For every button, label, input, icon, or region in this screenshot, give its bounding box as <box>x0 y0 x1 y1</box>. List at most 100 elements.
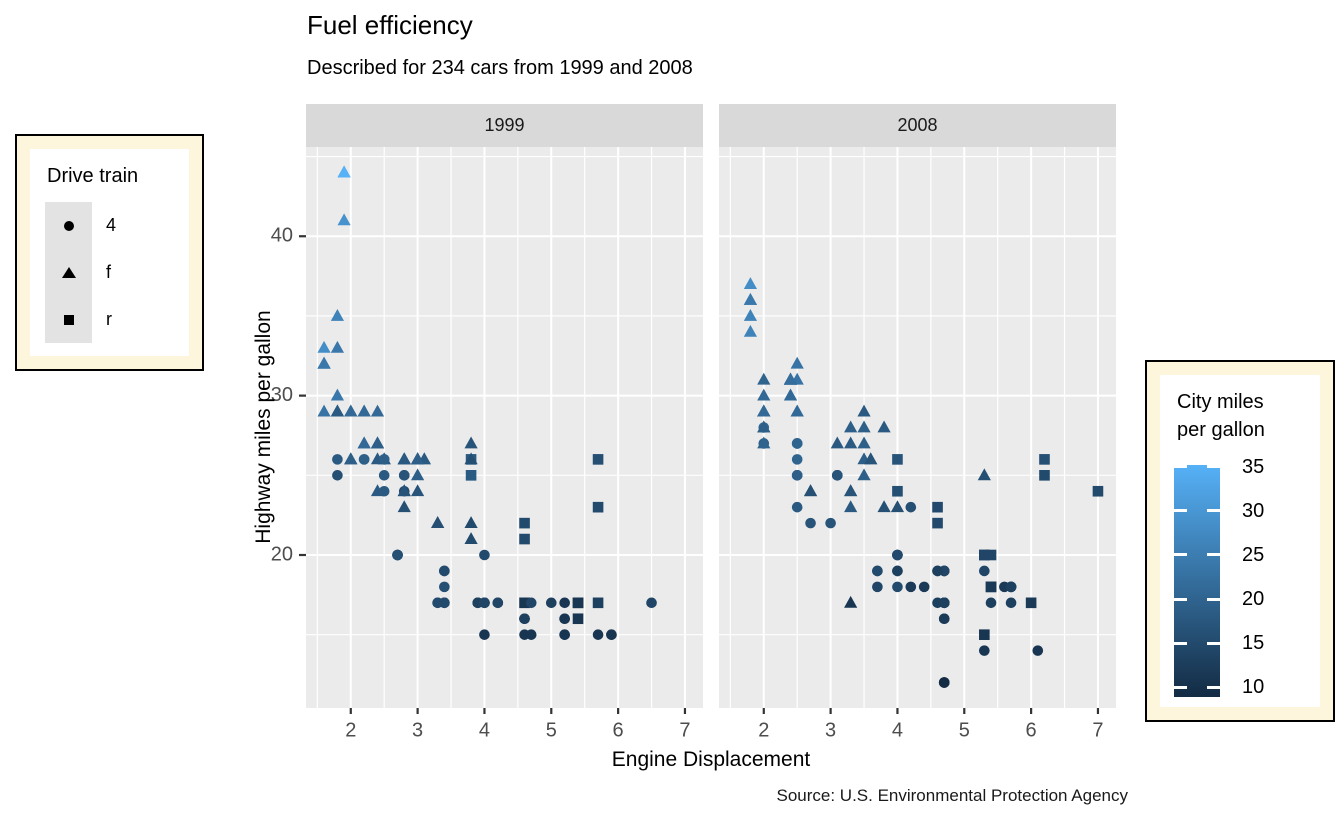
data-point <box>844 436 858 449</box>
data-point <box>439 581 450 593</box>
data-point <box>397 484 411 497</box>
legend-drive-train: Drive train 4 f r <box>15 134 204 371</box>
data-point <box>330 388 345 401</box>
data-point <box>392 549 403 561</box>
legend-item-r: r <box>45 296 116 343</box>
data-point <box>464 516 478 529</box>
x-tick-label: 6 <box>613 719 624 741</box>
data-point <box>479 549 490 561</box>
colorbar-tick-mark <box>1207 553 1220 557</box>
data-point <box>872 581 883 593</box>
data-point <box>525 597 537 609</box>
data-point <box>559 597 570 609</box>
data-point <box>397 500 411 513</box>
data-point <box>559 629 570 640</box>
legend-city-mpg-title: City miles per gallon <box>1177 388 1265 444</box>
colorbar-tick-label: 25 <box>1242 543 1265 566</box>
data-point <box>938 613 950 625</box>
data-point <box>592 501 604 513</box>
data-point <box>332 470 343 481</box>
data-point <box>439 565 450 577</box>
legend-item-label: r <box>106 309 112 329</box>
data-point <box>844 420 858 433</box>
data-point <box>1025 597 1037 609</box>
data-point <box>890 500 905 513</box>
data-point <box>877 420 891 433</box>
colorbar-tick-label: 10 <box>1242 676 1265 699</box>
legend-item-label: 4 <box>106 215 117 235</box>
data-point <box>979 629 990 640</box>
y-tick-label: 40 <box>271 225 293 247</box>
data-point <box>979 645 990 656</box>
data-point <box>337 165 351 178</box>
colorbar-tick-mark <box>1174 685 1187 689</box>
data-point <box>378 454 390 465</box>
data-point <box>464 436 478 449</box>
data-point <box>805 517 816 529</box>
data-point <box>844 484 858 497</box>
legend-item-4: 4 <box>45 202 116 249</box>
data-point <box>464 452 478 465</box>
data-point <box>411 484 425 497</box>
data-point <box>439 597 450 609</box>
data-point <box>344 404 358 417</box>
colorbar-tick-mark <box>1207 685 1220 689</box>
x-tick-label: 7 <box>1092 719 1103 741</box>
colorbar-tick-mark <box>1174 597 1187 601</box>
data-point <box>592 629 604 640</box>
data-point <box>1032 645 1044 656</box>
data-point <box>844 595 858 608</box>
data-point <box>492 597 504 609</box>
y-tick-label: 20 <box>271 543 293 565</box>
colorbar-tick-mark <box>1207 465 1220 469</box>
data-point <box>803 484 818 497</box>
x-tick-label: 2 <box>345 719 356 741</box>
data-point <box>844 500 858 513</box>
legend-city-mpg-title-line1: City miles <box>1177 391 1264 413</box>
x-tick-label: 2 <box>758 719 769 741</box>
data-point <box>370 436 385 449</box>
data-point <box>918 581 930 593</box>
data-point <box>317 404 331 417</box>
colorbar-tick-mark <box>1174 641 1187 645</box>
data-point <box>791 501 803 513</box>
colorbar-tick-mark <box>1174 465 1187 469</box>
data-point <box>985 597 997 609</box>
data-point <box>857 420 871 433</box>
data-point <box>743 324 758 337</box>
data-point <box>864 452 878 465</box>
data-point <box>830 436 844 449</box>
data-point <box>330 308 345 321</box>
data-point <box>357 404 371 417</box>
data-point <box>572 597 584 609</box>
legend-key <box>45 296 92 343</box>
legend-key <box>45 202 92 249</box>
data-point <box>1092 485 1104 497</box>
data-point <box>465 470 477 481</box>
colorbar-tick-mark <box>1207 597 1220 601</box>
legend-key <box>45 249 92 296</box>
data-point <box>757 372 771 385</box>
data-point <box>545 597 557 609</box>
facet-strip-label: 1999 <box>484 115 525 135</box>
y-axis-title: Highway miles per gallon <box>252 310 275 544</box>
data-point <box>330 340 345 353</box>
data-point <box>791 438 803 449</box>
colorbar-tick-label: 35 <box>1242 455 1265 478</box>
data-point <box>337 213 351 226</box>
data-point <box>525 629 537 640</box>
data-point <box>519 597 530 609</box>
square-glyph-icon <box>63 314 74 325</box>
x-tick-label: 4 <box>479 719 490 741</box>
x-tick-label: 5 <box>546 719 557 741</box>
data-point <box>519 517 530 529</box>
data-point <box>398 470 410 481</box>
data-point <box>646 597 657 609</box>
legend-item-f: f <box>45 249 116 296</box>
data-point <box>357 436 371 449</box>
data-point <box>370 404 385 417</box>
data-point <box>783 388 798 401</box>
data-point <box>606 629 617 640</box>
data-point <box>757 404 771 417</box>
data-point <box>985 549 997 561</box>
